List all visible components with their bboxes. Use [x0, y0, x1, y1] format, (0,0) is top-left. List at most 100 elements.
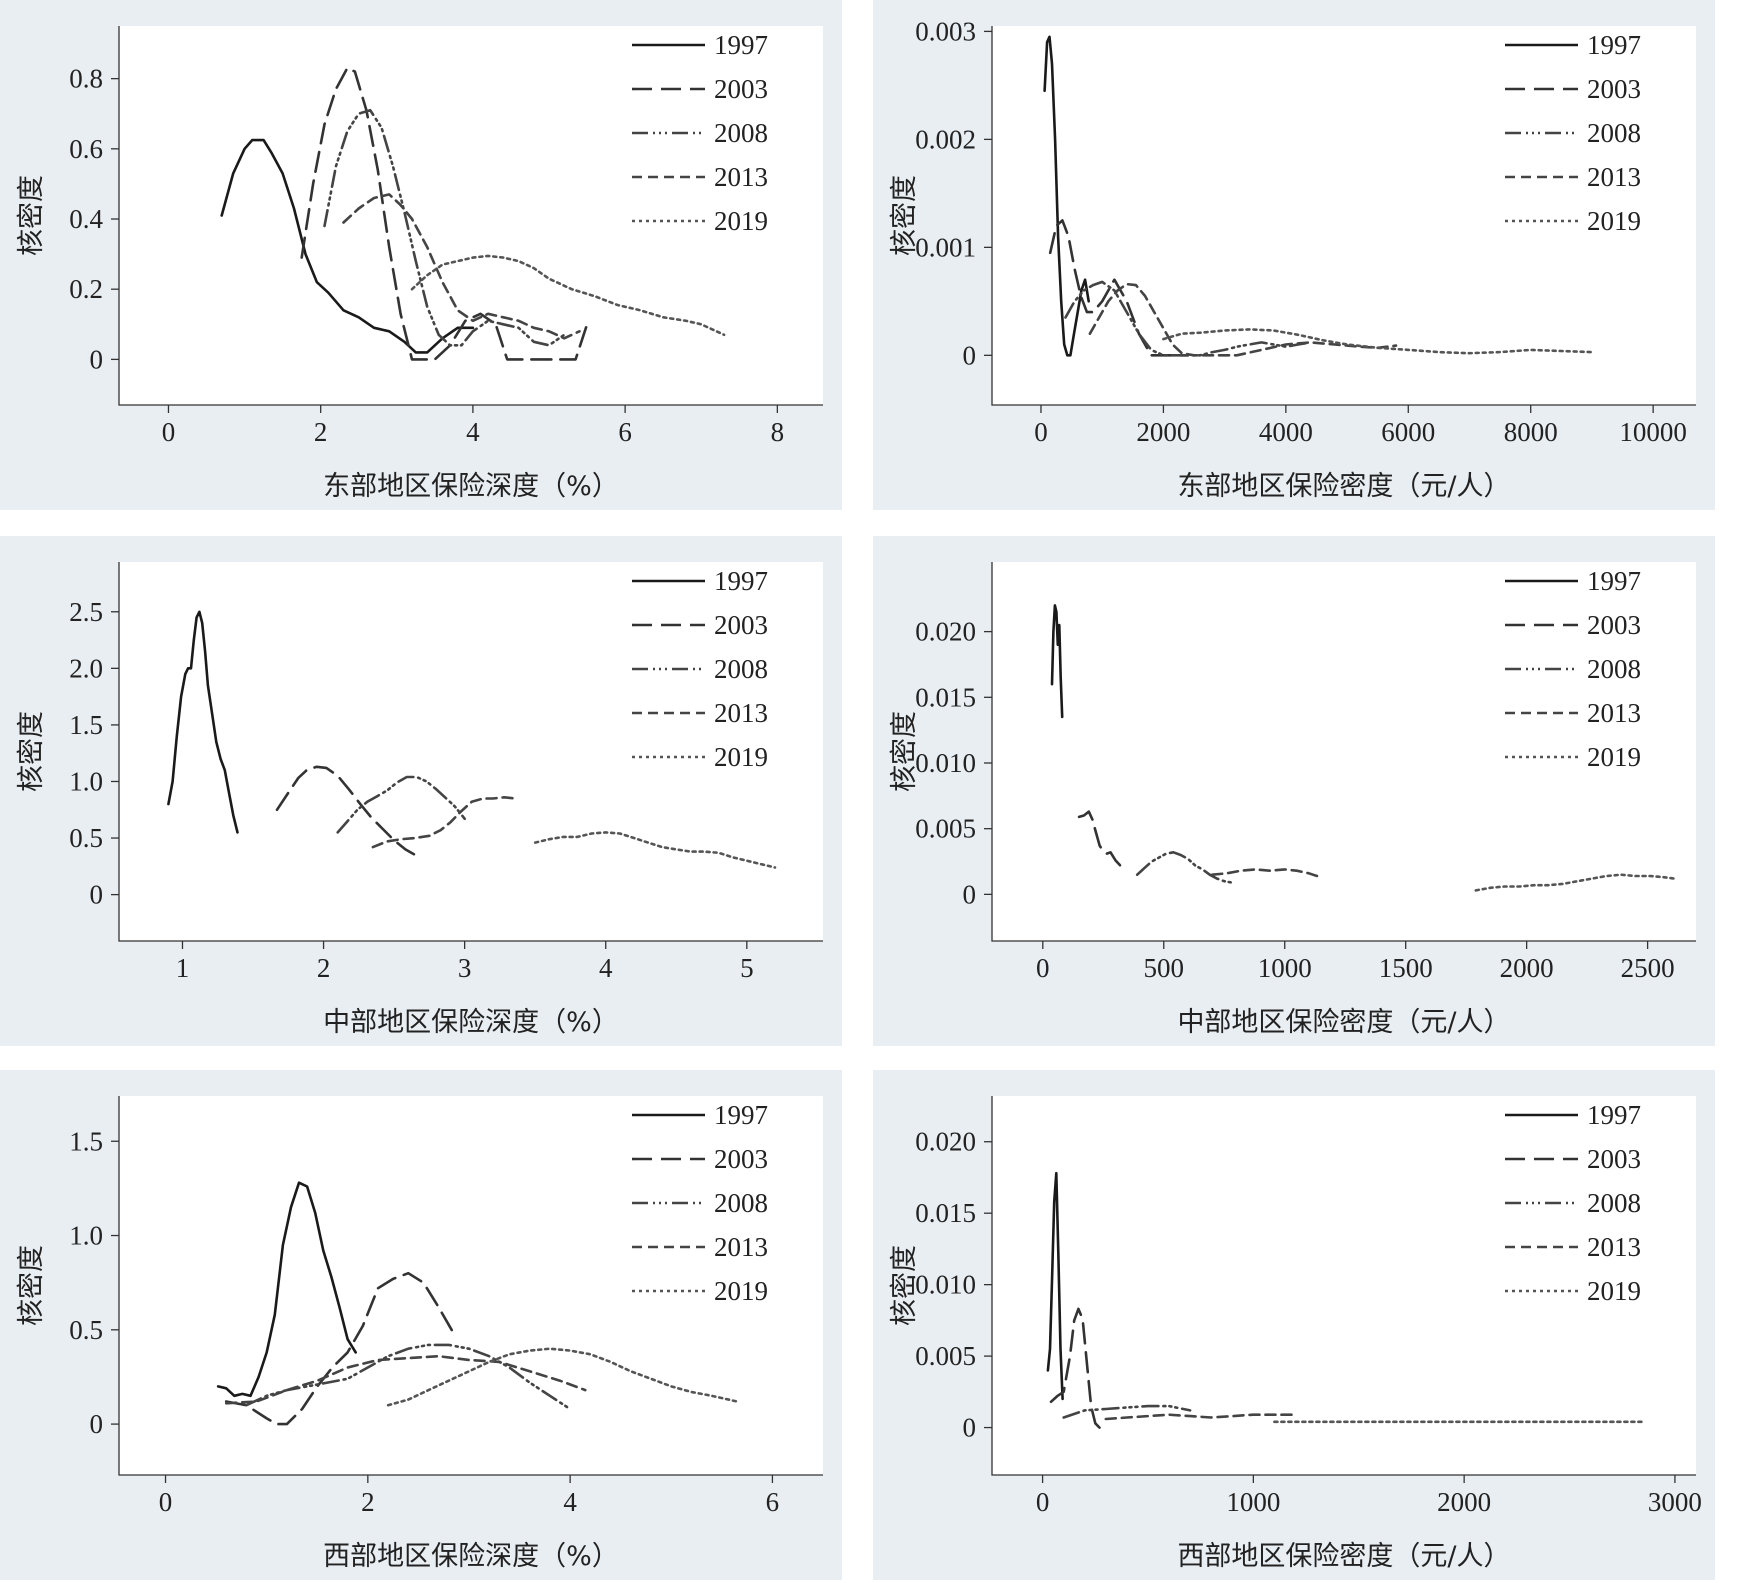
y-axis-title: 核密度 — [16, 711, 47, 792]
x-tick-label: 0 — [162, 417, 176, 447]
legend-label-2013: 2013 — [1587, 1232, 1641, 1262]
series-line-2003 — [1048, 219, 1190, 357]
y-tick-label: 0.001 — [915, 232, 976, 262]
y-axis-title: 核密度 — [16, 175, 47, 256]
legend-label-1997: 1997 — [714, 30, 768, 60]
x-tick-label: 4000 — [1259, 417, 1313, 447]
x-tick-label: 0 — [1036, 953, 1050, 983]
chart-west-density: 0 1000 2000 3000 0 0.005 0.010 0.015 0.020 西部地区保险… — [889, 1096, 1702, 1572]
legend-label-2013: 2013 — [1587, 162, 1641, 192]
series-line-2008 — [245, 1343, 572, 1411]
legend-label-2019: 2019 — [1587, 742, 1641, 772]
series-line-2008 — [323, 108, 566, 347]
axes-frame — [118, 1096, 823, 1476]
x-axis-title: 中部地区保险深度（%） — [323, 1007, 619, 1038]
chart-east-depth: 0 2 4 6 8 0 0.2 0.4 0.6 0.8 东部地区保险深度（%） 核密度 1997 2003… — [16, 26, 823, 502]
series-line-1997 — [1050, 604, 1064, 719]
legend-label-2013: 2013 — [714, 162, 768, 192]
series-line-2008 — [1135, 851, 1233, 884]
y-tick-label: 1.0 — [69, 1221, 103, 1251]
axes-frame — [991, 562, 1696, 942]
chart-panel-central-density: 0 500 1000 1500 2000 2500 0 0.005 0.010 0.015 0.02… — [873, 536, 1715, 1046]
plot-area — [992, 562, 1696, 941]
y-axis-title: 核密度 — [16, 1245, 47, 1326]
legend-label-2008: 2008 — [1587, 654, 1641, 684]
series-line-2019 — [386, 1347, 739, 1407]
series-line-2003 — [300, 66, 589, 361]
axes-frame — [118, 562, 823, 942]
y-tick-label: 0.010 — [915, 748, 976, 778]
legend-label-2008: 2008 — [1587, 1188, 1641, 1218]
series-line-1997 — [1043, 35, 1090, 357]
plot-area — [992, 26, 1696, 405]
x-tick-label: 3 — [458, 953, 472, 983]
chart-central-density: 0 500 1000 1500 2000 2500 0 0.005 0.010 0.015 0.02… — [889, 562, 1696, 1038]
x-tick-label: 2 — [317, 953, 331, 983]
axes-frame — [991, 1096, 1696, 1476]
y-tick-label: 0 — [963, 879, 977, 909]
legend-label-2008: 2008 — [714, 654, 768, 684]
series-line-2013 — [1104, 1413, 1297, 1421]
y-tick-label: 0.010 — [915, 1270, 976, 1300]
y-tick-label: 0 — [90, 880, 104, 910]
x-tick-label: 1 — [176, 953, 190, 983]
axes-frame — [118, 26, 823, 406]
series-line-2008 — [1062, 1404, 1192, 1419]
plot-area — [992, 1096, 1696, 1475]
y-tick-label: 0.002 — [915, 124, 976, 154]
x-tick-label: 1000 — [1258, 953, 1312, 983]
y-tick-label: 1.0 — [69, 766, 103, 796]
legend-label-1997: 1997 — [714, 1100, 768, 1130]
legend-label-2008: 2008 — [714, 118, 768, 148]
chart-panel-east-depth: 0 2 4 6 8 0 0.2 0.4 0.6 0.8 东部地区保险深度（%） 核密度 1997 2003… — [0, 0, 842, 510]
plot-area — [119, 26, 823, 405]
legend-label-2013: 2013 — [714, 1232, 768, 1262]
y-tick-label: 0.005 — [915, 814, 976, 844]
legend-label-1997: 1997 — [1587, 30, 1641, 60]
legend-label-2003: 2003 — [714, 1144, 768, 1174]
series-line-1997 — [220, 138, 475, 354]
y-tick-label: 1.5 — [69, 710, 103, 740]
y-tick-label: 0.020 — [915, 1127, 976, 1157]
series-line-2013 — [371, 796, 517, 849]
y-tick-label: 0 — [963, 340, 977, 370]
x-tick-label: 8000 — [1504, 417, 1558, 447]
legend-label-2019: 2019 — [1587, 206, 1641, 236]
series-line-2019 — [1162, 328, 1594, 355]
x-tick-label: 4 — [563, 1487, 577, 1517]
y-tick-label: 0.003 — [915, 16, 976, 46]
chart-panel-west-density: 0 1000 2000 3000 0 0.005 0.010 0.015 0.020 西部地区保险… — [873, 1070, 1715, 1580]
legend-label-2003: 2003 — [1587, 1144, 1641, 1174]
chart-west-depth: 0 2 4 6 0 0.5 1.0 1.5 西部地区保险深度（%） 核密度 1997 2003 2008… — [16, 1096, 823, 1572]
legend-label-2003: 2003 — [714, 74, 768, 104]
series-line-1997 — [167, 610, 239, 834]
legend-label-1997: 1997 — [1587, 1100, 1641, 1130]
y-tick-label: 0.020 — [915, 617, 976, 647]
y-axis-title: 核密度 — [889, 1245, 920, 1326]
y-axis-title: 核密度 — [889, 711, 920, 792]
x-axis-title: 西部地区保险密度（元/人） — [1177, 1541, 1510, 1572]
x-axis-title: 东部地区保险密度（元/人） — [1177, 471, 1510, 502]
chart-panel-central-depth: 1 2 3 4 5 0 0.5 1.0 1.5 2.0 2.5 中部地区保险深度（%） 核密度 1997 2… — [0, 536, 842, 1046]
legend-label-1997: 1997 — [714, 566, 768, 596]
series-line-2003 — [1049, 1307, 1101, 1429]
legend-label-2019: 2019 — [714, 742, 768, 772]
y-tick-label: 1.5 — [69, 1126, 103, 1156]
series-line-2008 — [336, 775, 466, 834]
legend-label-2003: 2003 — [714, 610, 768, 640]
legend-label-2003: 2003 — [1587, 610, 1641, 640]
series-line-2019 — [410, 254, 726, 337]
series-line-2003 — [224, 1271, 456, 1426]
x-tick-label: 4 — [599, 953, 613, 983]
series-line-1997 — [1046, 1171, 1064, 1401]
legend-label-2008: 2008 — [1587, 118, 1641, 148]
legend-label-2003: 2003 — [1587, 74, 1641, 104]
chart-central-depth: 1 2 3 4 5 0 0.5 1.0 1.5 2.0 2.5 中部地区保险深度（%） 核密度 1997 2… — [16, 562, 823, 1038]
x-tick-label: 1500 — [1379, 953, 1433, 983]
axes-frame — [991, 26, 1696, 406]
legend-label-2019: 2019 — [1587, 1276, 1641, 1306]
x-tick-label: 2000 — [1500, 953, 1554, 983]
x-tick-label: 2000 — [1136, 417, 1190, 447]
x-tick-label: 4 — [466, 417, 480, 447]
legend-label-1997: 1997 — [1587, 566, 1641, 596]
